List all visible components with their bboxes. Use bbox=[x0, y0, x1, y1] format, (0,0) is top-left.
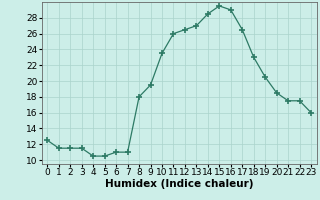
X-axis label: Humidex (Indice chaleur): Humidex (Indice chaleur) bbox=[105, 179, 253, 189]
